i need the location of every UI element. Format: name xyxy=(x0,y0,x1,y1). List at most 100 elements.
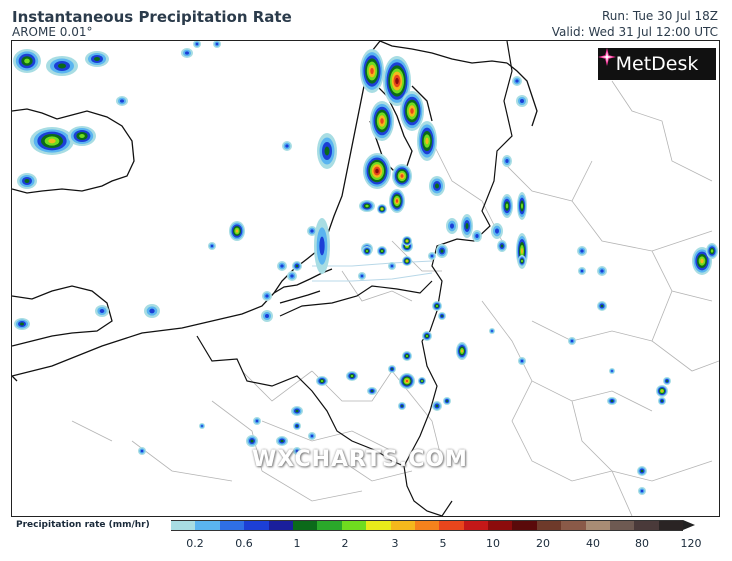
precip-cell xyxy=(295,264,299,268)
precip-cell xyxy=(661,390,663,392)
colorbar-tick-label: 0.2 xyxy=(186,537,204,550)
colorbar-segment xyxy=(439,520,464,531)
precip-cell xyxy=(310,434,314,438)
precip-cell xyxy=(400,174,404,178)
precip-cell xyxy=(491,330,493,332)
precip-cell xyxy=(99,309,105,313)
precip-cell xyxy=(406,355,408,357)
colorbar-segment xyxy=(561,520,586,531)
precip-cell xyxy=(265,314,269,318)
precip-cell xyxy=(580,269,584,273)
precip-cell xyxy=(521,203,523,209)
precip-cell xyxy=(375,168,379,174)
chart-title: Instantaneous Precipitation Rate xyxy=(12,8,292,26)
valid-time: Valid: Wed 31 Jul 12:00 UTC xyxy=(551,25,718,39)
colorbar-segment xyxy=(244,520,269,531)
precip-cell xyxy=(395,199,399,203)
precip-cell xyxy=(79,134,85,138)
precip-cell xyxy=(495,228,499,234)
precip-cell xyxy=(370,67,374,75)
run-time: Run: Tue 30 Jul 18Z xyxy=(601,9,718,23)
colorbar-tick-label: 80 xyxy=(635,537,649,550)
rivers xyxy=(312,260,433,282)
precip-cell xyxy=(465,223,469,229)
colorbar-tick-label: 40 xyxy=(586,537,600,550)
colorbar-segment xyxy=(268,520,293,531)
colorbar-segment xyxy=(195,520,220,531)
precip-cell xyxy=(610,400,614,402)
logo-text: MetDesk xyxy=(615,53,699,75)
colorbar-tick-label: 20 xyxy=(536,537,550,550)
precipitation-map[interactable]: MetDesk xyxy=(11,40,720,517)
precip-cell xyxy=(391,368,393,370)
precip-cell xyxy=(365,204,369,208)
precip-cell xyxy=(405,379,409,383)
precip-cell xyxy=(436,305,438,307)
precip-cell xyxy=(661,400,663,402)
precip-cell xyxy=(390,264,394,268)
precip-cell xyxy=(265,294,269,298)
colorbar-segment xyxy=(658,520,684,531)
precip-cell xyxy=(600,304,604,308)
precip-cell xyxy=(505,203,509,209)
legend-label: Precipitation rate (mm/hr) xyxy=(16,520,150,530)
precip-cell xyxy=(600,269,604,273)
precip-cell xyxy=(310,229,314,233)
country-borders xyxy=(196,41,513,516)
precip-cell xyxy=(505,159,509,163)
precip-cell xyxy=(446,400,448,402)
metdesk-logo: MetDesk xyxy=(598,48,716,80)
precip-cell xyxy=(381,250,383,252)
colorbar-tick-label: 0.6 xyxy=(235,537,253,550)
coastlines xyxy=(12,41,538,382)
precip-cell xyxy=(570,339,574,343)
colorbar-segment xyxy=(585,520,611,531)
precip-cell xyxy=(640,489,644,493)
precip-cell xyxy=(94,57,100,61)
model-label: AROME 0.01° xyxy=(12,25,93,39)
precip-cell xyxy=(58,63,66,69)
colorbar-tick-label: 3 xyxy=(391,537,399,550)
precip-cell xyxy=(580,249,584,253)
colorbar-segment xyxy=(634,520,659,531)
precip-cell xyxy=(48,138,56,144)
precip-cell xyxy=(520,99,524,103)
precip-cell xyxy=(185,51,189,55)
precip-cell xyxy=(710,249,714,253)
colorbar-segment xyxy=(341,520,367,531)
precip-cell xyxy=(250,439,254,443)
colorbar-arrow xyxy=(683,520,696,530)
colorbar-tick-label: 1 xyxy=(293,537,301,550)
precip-cell xyxy=(521,248,523,254)
precip-cell xyxy=(195,42,199,46)
colorbar-tick-label: 120 xyxy=(680,537,702,550)
precip-cell xyxy=(360,274,364,278)
precip-cell xyxy=(149,308,155,314)
precip-cell xyxy=(611,370,613,372)
colorbar-segment xyxy=(536,520,562,531)
colorbar-segment xyxy=(390,520,415,531)
colorbar-segment xyxy=(366,520,391,531)
precip-cell xyxy=(381,208,383,210)
precip-cell xyxy=(235,229,239,233)
precip-cell xyxy=(500,244,504,248)
precip-cell xyxy=(430,254,434,258)
precip-cell xyxy=(640,469,644,473)
precip-cell xyxy=(210,244,214,248)
precip-cell xyxy=(140,449,144,453)
precip-cell xyxy=(295,409,299,413)
precip-cell xyxy=(440,249,444,253)
colorbar-segment xyxy=(292,520,318,531)
precip-cell xyxy=(426,335,428,337)
precip-cell xyxy=(295,449,299,453)
precip-cell xyxy=(285,144,289,148)
precip-cell xyxy=(370,390,374,392)
metdesk-star-icon xyxy=(598,48,616,66)
precip-cell xyxy=(401,405,403,407)
precip-cell xyxy=(395,77,399,85)
colorbar-segment xyxy=(512,520,537,531)
precip-cell xyxy=(520,359,524,363)
precip-cell xyxy=(319,236,325,256)
precip-cell xyxy=(280,439,284,443)
precip-cell xyxy=(24,179,30,183)
